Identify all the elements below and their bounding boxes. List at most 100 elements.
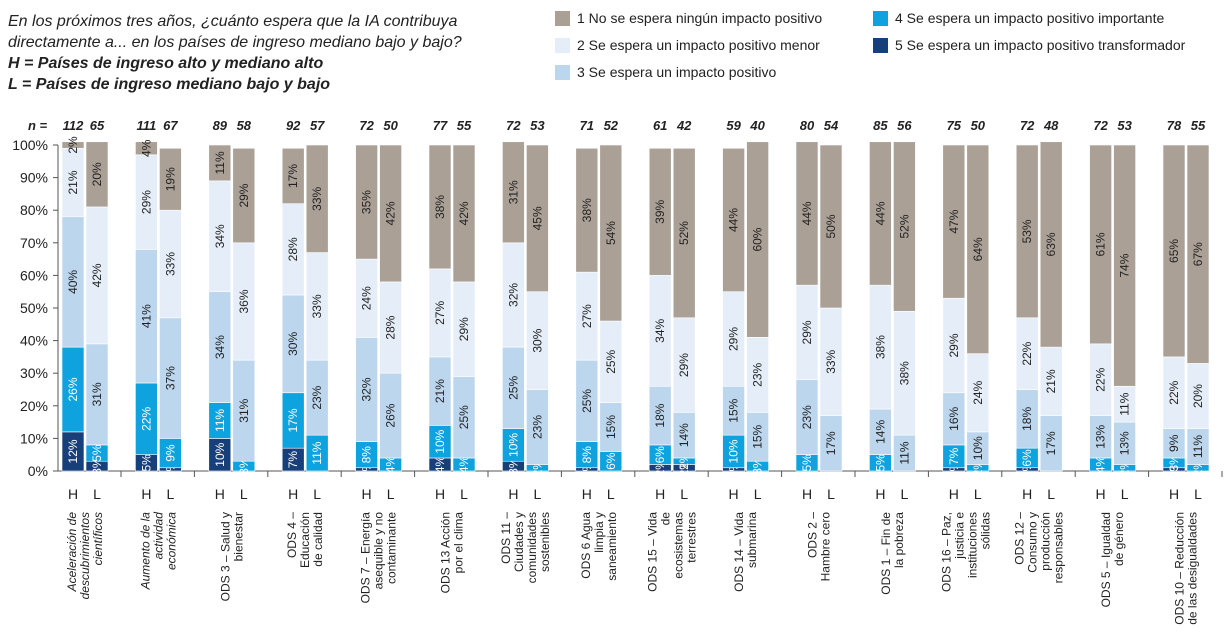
bar-segment: [305, 144, 329, 253]
category-label: ODS 14 – Vida: [732, 512, 746, 592]
legend-label: 4 Se espera un impacto positivo importan…: [895, 10, 1164, 26]
n-value: 67: [163, 118, 178, 133]
chart-title: directamente a... en los países de ingre…: [8, 34, 462, 51]
value-label: 21%: [66, 170, 80, 194]
category-label: científicos: [91, 512, 105, 565]
value-label: 17%: [1044, 431, 1058, 455]
value-label: 25%: [580, 389, 594, 413]
bar-label: L: [313, 486, 321, 502]
category-label: ODS 10 – Reducción: [1173, 512, 1187, 625]
n-value: 53: [530, 118, 545, 133]
n-value: 78: [1167, 118, 1182, 133]
value-label: 11%: [310, 441, 324, 464]
n-value: 72: [359, 118, 374, 133]
value-label: 26%: [384, 403, 398, 427]
value-label: 65%: [1167, 239, 1181, 263]
category-label: saneamiento: [605, 512, 619, 581]
value-label: 6%: [604, 452, 618, 470]
n-value: 85: [873, 118, 888, 133]
value-label: 20%: [90, 162, 104, 186]
value-label: 22%: [1167, 380, 1181, 404]
category-label: sostenibles: [538, 512, 552, 572]
value-label: 63%: [1044, 232, 1058, 256]
value-label: 38%: [433, 195, 447, 219]
value-label: 34%: [213, 335, 227, 359]
category-label: descubrimientos: [78, 512, 92, 599]
bar-label: L: [827, 486, 835, 502]
n-value: 58: [237, 118, 252, 133]
n-value: 59: [726, 118, 741, 133]
value-label: 41%: [139, 304, 153, 328]
category-label: ODS 7 – Energía: [359, 512, 373, 604]
legend-label: 3 Se espera un impacto positivo: [577, 64, 776, 80]
bar-segment: [966, 144, 990, 354]
bar-label: L: [240, 486, 248, 502]
value-label: 45%: [530, 206, 544, 230]
bar-segment: [452, 144, 476, 283]
category-label: ODS 6 Agua: [579, 512, 593, 579]
value-label: 36%: [237, 289, 251, 313]
category-label: ODS 16 – Paz,: [939, 512, 953, 592]
value-label: 18%: [653, 403, 667, 427]
value-label: 4%: [139, 139, 153, 157]
value-label: 29%: [457, 317, 471, 341]
bar-label: L: [1194, 486, 1202, 502]
n-value: 48: [1043, 118, 1059, 133]
n-value: 89: [213, 118, 228, 133]
value-label: 7%: [286, 451, 300, 469]
category-label: ODS 15 – Vida: [646, 512, 660, 592]
bar-label: H: [1096, 486, 1106, 502]
value-label: 33%: [310, 186, 324, 210]
bar-label: L: [93, 486, 101, 502]
value-label: 24%: [971, 380, 985, 404]
n-value: 80: [800, 118, 815, 133]
value-label: 10%: [506, 433, 520, 457]
value-label: 34%: [653, 318, 667, 342]
bar-label: L: [1047, 486, 1055, 502]
value-label: 4%: [384, 455, 398, 473]
legend-label: 5 Se espera un impacto positivo transfor…: [895, 37, 1186, 53]
bar-label: L: [534, 486, 542, 502]
value-label: 21%: [433, 379, 447, 403]
category-label: limpia y: [592, 512, 606, 553]
value-label: 2%: [66, 136, 80, 154]
category-label: ecosistemas: [672, 512, 686, 579]
value-label: 31%: [90, 382, 104, 406]
value-label: 33%: [163, 252, 177, 276]
n-value: 72: [1020, 118, 1035, 133]
value-label: 23%: [751, 362, 765, 386]
bar-label: L: [607, 486, 615, 502]
value-label: 19%: [163, 167, 177, 191]
value-label: 6%: [1020, 449, 1034, 467]
bar-label: L: [754, 486, 762, 502]
value-label: 38%: [897, 361, 911, 385]
bar-segment: [648, 147, 672, 276]
value-label: 18%: [1020, 407, 1034, 431]
bar-label: H: [68, 486, 78, 502]
n-value: 55: [457, 118, 472, 133]
value-label: 38%: [873, 335, 887, 359]
value-label: 44%: [800, 201, 814, 225]
n-value: 55: [1191, 118, 1206, 133]
value-label: 42%: [90, 263, 104, 287]
value-label: 32%: [360, 377, 374, 401]
value-label: 11%: [1118, 392, 1132, 415]
category-label: justicia e: [952, 512, 966, 560]
value-label: 40%: [66, 270, 80, 294]
value-label: 11%: [213, 151, 227, 174]
y-tick-label: 30%: [20, 365, 48, 381]
category-label: de: [659, 512, 673, 526]
value-label: 39%: [653, 199, 667, 223]
value-label: 10%: [971, 436, 985, 460]
value-label: 5%: [90, 444, 104, 462]
category-label: Educación: [298, 512, 312, 568]
bar-segment: [1089, 144, 1112, 345]
bar-segment: [1162, 144, 1186, 358]
category-label: de calidad: [311, 512, 325, 567]
category-label: Aumento de la: [138, 512, 152, 591]
value-label: 23%: [530, 415, 544, 439]
legend-swatch: [555, 65, 570, 80]
value-label: 17%: [824, 431, 838, 455]
